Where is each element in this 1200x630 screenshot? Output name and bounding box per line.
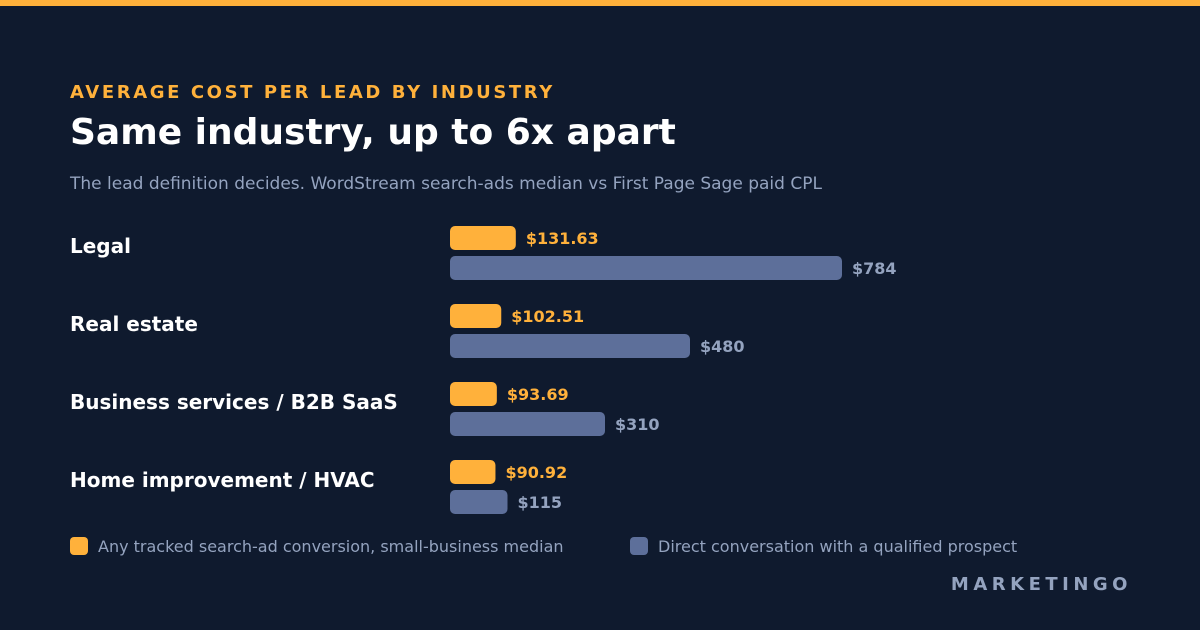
legend-item-qualified-prospect: Direct conversation with a qualified pro… — [630, 536, 1017, 556]
legend-label-search-ad: Any tracked search-ad conversion, small-… — [98, 536, 564, 556]
legend-label-qualified-prospect: Direct conversation with a qualified pro… — [658, 536, 1018, 556]
chart-subtitle: The lead definition decides. WordStream … — [70, 174, 822, 194]
category-label-real-estate: Real estate — [70, 312, 198, 336]
bar-business-services-b2b-saas-series-0 — [450, 382, 497, 406]
brand-logo: MARKETINGO — [950, 574, 1132, 595]
legend-swatch-qualified-prospect — [630, 537, 648, 555]
chart-title: Same industry, up to 6x apart — [70, 112, 676, 153]
category-label-home-improvement-hvac: Home improvement / HVAC — [70, 468, 375, 492]
bar-chart: Legal $131.63 $784 Real estate $102.51 $480 Bu… — [70, 226, 897, 514]
bar-business-services-b2b-saas-series-1 — [450, 412, 605, 436]
bar-real-estate-series-1 — [450, 334, 690, 358]
bar-home-improvement-hvac-series-0 — [450, 460, 496, 484]
legend-item-search-ad: Any tracked search-ad conversion, small-… — [70, 536, 564, 556]
value-label-business-services-b2b-saas-series-1: $310 — [615, 415, 660, 434]
value-label-home-improvement-hvac-series-1: $115 — [518, 493, 563, 512]
value-label-real-estate-series-1: $480 — [700, 337, 745, 356]
category-label-business-services-b2b-saas: Business services / B2B SaaS — [70, 390, 398, 414]
category-label-legal: Legal — [70, 234, 131, 258]
bar-home-improvement-hvac-series-1 — [450, 490, 508, 514]
bar-legal-series-1 — [450, 256, 842, 280]
chart-kicker: AVERAGE COST PER LEAD BY INDUSTRY — [70, 82, 555, 103]
bar-real-estate-series-0 — [450, 304, 502, 328]
bar-legal-series-0 — [450, 226, 516, 250]
value-label-business-services-b2b-saas-series-0: $93.69 — [507, 385, 569, 404]
top-accent-bar — [0, 0, 1200, 6]
value-label-legal-series-1: $784 — [852, 259, 897, 278]
value-label-real-estate-series-0: $102.51 — [511, 307, 584, 326]
legend-swatch-search-ad — [70, 537, 88, 555]
value-label-legal-series-0: $131.63 — [526, 229, 599, 248]
value-label-home-improvement-hvac-series-0: $90.92 — [505, 463, 567, 482]
